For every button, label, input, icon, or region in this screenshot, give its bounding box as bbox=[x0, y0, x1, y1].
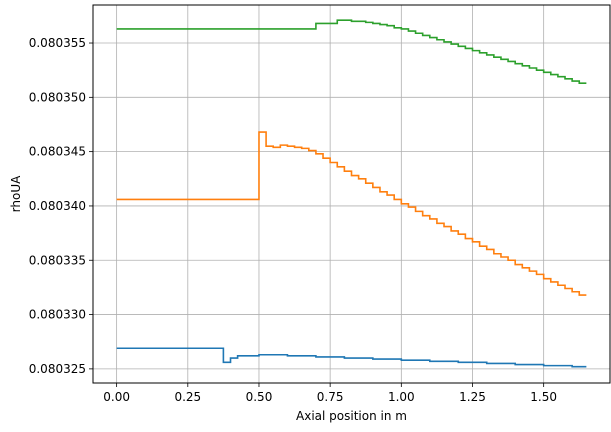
y-tick-label: 0.080355 bbox=[29, 36, 86, 50]
y-tick-label: 0.080340 bbox=[29, 199, 86, 213]
x-tick-label: 1.00 bbox=[388, 390, 415, 404]
x-tick-label: 0.00 bbox=[103, 390, 130, 404]
plot-frame bbox=[92, 4, 611, 384]
x-axis-label: Axial position in m bbox=[296, 409, 407, 423]
x-tick-label: 0.50 bbox=[246, 390, 273, 404]
y-tick-label: 0.080350 bbox=[29, 90, 86, 104]
x-tick-label: 0.75 bbox=[317, 390, 344, 404]
x-tick-label: 1.50 bbox=[530, 390, 557, 404]
x-axis: 0.00 0.25 0.50 0.75 1.00 1.25 1.50 bbox=[103, 383, 557, 404]
series-line-2 bbox=[116, 131, 587, 296]
y-tick-label: 0.080345 bbox=[29, 145, 86, 159]
y-tick-label: 0.080330 bbox=[29, 308, 86, 322]
grid bbox=[93, 5, 610, 383]
y-axis: 0.080325 0.080330 0.080335 0.080340 0.080345… bbox=[29, 36, 93, 376]
series-layer bbox=[116, 19, 587, 368]
x-tick-label: 1.25 bbox=[459, 390, 486, 404]
x-tick-label: 0.25 bbox=[174, 390, 201, 404]
series-line-1 bbox=[116, 347, 587, 368]
y-tick-label: 0.080335 bbox=[29, 253, 86, 267]
y-tick-label: 0.080325 bbox=[29, 362, 86, 376]
y-axis-label: rhoUA bbox=[9, 175, 23, 212]
series-line-3 bbox=[116, 19, 587, 85]
